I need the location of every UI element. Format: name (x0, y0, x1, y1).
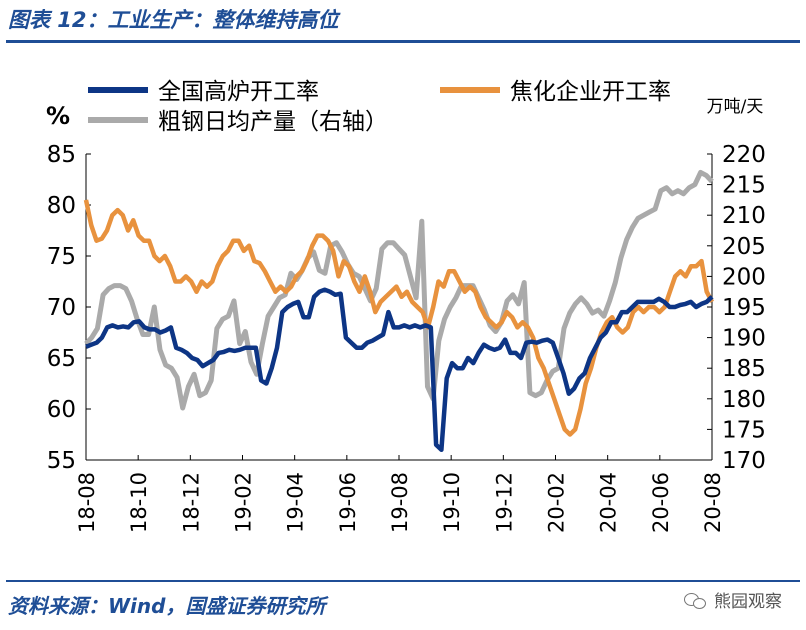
left-axis-unit: % (46, 102, 70, 130)
right-tick-label: 175 (722, 417, 766, 443)
x-tick-label: 20-08 (701, 472, 725, 533)
x-tick-label: 19-08 (388, 472, 412, 533)
right-tick-label: 185 (722, 356, 766, 382)
right-tick-label: 200 (722, 264, 766, 290)
right-tick-label: 215 (722, 173, 766, 199)
series-line-0 (85, 287, 714, 453)
right-axis-unit: 万吨/天 (707, 97, 764, 117)
wechat-icon (684, 590, 708, 610)
top-rule (6, 40, 800, 43)
right-tick-label: 190 (722, 326, 766, 352)
legend-label: 粗钢日均产量（右轴） (158, 109, 388, 135)
series-line-2 (84, 169, 714, 411)
x-tick-label: 20-02 (545, 472, 569, 533)
legend-label: 全国高炉开工率 (158, 79, 319, 105)
watermark-text: 熊园观察 (714, 592, 782, 612)
x-tick-label: 19-02 (232, 472, 256, 533)
left-tick-label: 70 (47, 295, 76, 321)
x-tick-label: 19-04 (284, 472, 308, 533)
right-tick-label: 210 (722, 203, 766, 229)
right-tick-label: 170 (722, 448, 766, 474)
watermark: 熊园观察 (684, 587, 782, 612)
source-note: 资料来源：Wind，国盛证券研究所 (8, 594, 326, 618)
left-tick-label: 60 (47, 397, 76, 423)
right-tick-label: 180 (722, 387, 766, 413)
x-tick-label: 19-10 (440, 472, 464, 533)
x-tick-label: 19-12 (492, 472, 516, 533)
left-tick-label: 80 (47, 193, 76, 219)
series-layer (83, 169, 714, 453)
x-tick-label: 19-06 (336, 472, 360, 533)
left-tick-label: 75 (47, 244, 76, 270)
figure-title: 图表 12：工业生产：整体维持高位 (8, 8, 339, 32)
right-tick-label: 205 (722, 234, 766, 260)
left-tick-label: 85 (47, 142, 76, 168)
left-tick-label: 55 (47, 448, 76, 474)
x-tick-label: 20-04 (597, 472, 621, 533)
x-tick-label: 18-12 (179, 472, 203, 533)
legend-label: 焦化企业开工率 (510, 79, 671, 105)
x-tick-label: 18-08 (75, 472, 99, 533)
series-line-1 (83, 199, 714, 437)
right-tick-label: 220 (722, 142, 766, 168)
axes: 55 60 65 70 75 80 85 170 175 180 185 190 195 200 205 21… (47, 142, 766, 533)
x-tick-label: 20-06 (649, 472, 673, 533)
left-tick-label: 65 (47, 346, 76, 372)
x-tick-label: 18-10 (127, 472, 151, 533)
right-tick-label: 195 (722, 295, 766, 321)
bottom-rule (6, 580, 800, 582)
